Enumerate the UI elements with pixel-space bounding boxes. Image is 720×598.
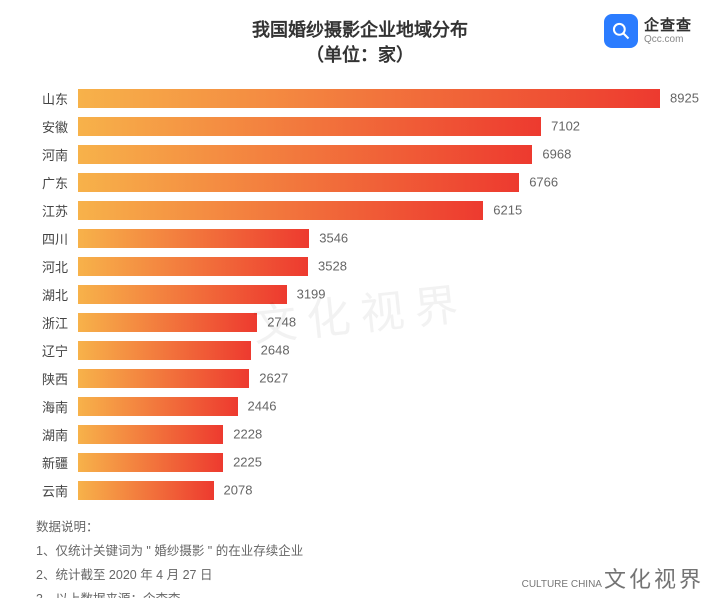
bar-row: 河南6968 bbox=[78, 140, 660, 168]
value-label: 2627 bbox=[249, 371, 288, 386]
value-label: 6215 bbox=[483, 203, 522, 218]
category-label: 广东 bbox=[30, 173, 78, 192]
value-label: 2446 bbox=[238, 399, 277, 414]
bar-row: 安徽7102 bbox=[78, 112, 660, 140]
category-label: 云南 bbox=[30, 481, 78, 500]
category-label: 海南 bbox=[30, 397, 78, 416]
bar bbox=[78, 173, 519, 192]
bar bbox=[78, 89, 660, 108]
bar bbox=[78, 425, 223, 444]
category-label: 浙江 bbox=[30, 313, 78, 332]
bar-row: 湖北3199 bbox=[78, 280, 660, 308]
bar bbox=[78, 397, 238, 416]
category-label: 江苏 bbox=[30, 201, 78, 220]
bar-row: 江苏6215 bbox=[78, 196, 660, 224]
chart-title: 我国婚纱摄影企业地域分布 （单位：家） bbox=[28, 18, 692, 68]
bar bbox=[78, 145, 532, 164]
bar-track: 2627 bbox=[78, 369, 660, 388]
bar bbox=[78, 117, 541, 136]
bar-row: 浙江2748 bbox=[78, 308, 660, 336]
category-label: 湖南 bbox=[30, 425, 78, 444]
category-label: 辽宁 bbox=[30, 341, 78, 360]
note-line: 1、仅统计关键词为 " 婚纱摄影 " 的在业存续企业 bbox=[36, 540, 720, 564]
header: 我国婚纱摄影企业地域分布 （单位：家） 企查查 Qcc.com bbox=[0, 0, 720, 76]
value-label: 2748 bbox=[257, 315, 296, 330]
bar-track: 6968 bbox=[78, 145, 660, 164]
category-label: 河南 bbox=[30, 145, 78, 164]
logo-text-en: Qcc.com bbox=[644, 35, 692, 45]
category-label: 河北 bbox=[30, 257, 78, 276]
bar bbox=[78, 481, 214, 500]
bar-row: 陕西2627 bbox=[78, 364, 660, 392]
note-line: 3、以上数据来源：企查查 bbox=[36, 588, 720, 598]
value-label: 3546 bbox=[309, 231, 348, 246]
note-line: 2、统计截至 2020 年 4 月 27 日 bbox=[36, 564, 720, 588]
value-label: 6766 bbox=[519, 175, 558, 190]
bar-row: 湖南2228 bbox=[78, 420, 660, 448]
bar-track: 2228 bbox=[78, 425, 660, 444]
value-label: 2225 bbox=[223, 455, 262, 470]
bar-track: 3528 bbox=[78, 257, 660, 276]
bar bbox=[78, 313, 257, 332]
category-label: 安徽 bbox=[30, 117, 78, 136]
bar bbox=[78, 453, 223, 472]
value-label: 2228 bbox=[223, 427, 262, 442]
value-label: 8925 bbox=[660, 91, 699, 106]
category-label: 山东 bbox=[30, 89, 78, 108]
bar-track: 6766 bbox=[78, 173, 660, 192]
category-label: 陕西 bbox=[30, 369, 78, 388]
logo-text-cn: 企查查 bbox=[644, 18, 692, 33]
bar-track: 2078 bbox=[78, 481, 660, 500]
bar-track: 2748 bbox=[78, 313, 660, 332]
bar-row: 广东6766 bbox=[78, 168, 660, 196]
bar-row: 海南2446 bbox=[78, 392, 660, 420]
bar-row: 山东8925 bbox=[78, 84, 660, 112]
bar-track: 8925 bbox=[78, 89, 660, 108]
value-label: 2648 bbox=[251, 343, 290, 358]
bar-row: 新疆2225 bbox=[78, 448, 660, 476]
notes-header: 数据说明： bbox=[36, 516, 720, 540]
bar-track: 7102 bbox=[78, 117, 660, 136]
value-label: 2078 bbox=[214, 483, 253, 498]
bar bbox=[78, 369, 249, 388]
category-label: 新疆 bbox=[30, 453, 78, 472]
category-label: 四川 bbox=[30, 229, 78, 248]
bar-chart: 山东8925安徽7102河南6968广东6766江苏6215四川3546河北35… bbox=[0, 76, 720, 504]
bar bbox=[78, 257, 308, 276]
value-label: 3199 bbox=[287, 287, 326, 302]
bar-row: 四川3546 bbox=[78, 224, 660, 252]
data-notes: 数据说明： 1、仅统计关键词为 " 婚纱摄影 " 的在业存续企业2、统计截至 2… bbox=[0, 504, 720, 598]
bar-row: 辽宁2648 bbox=[78, 336, 660, 364]
value-label: 7102 bbox=[541, 119, 580, 134]
bar-track: 2446 bbox=[78, 397, 660, 416]
bar-track: 3546 bbox=[78, 229, 660, 248]
bar bbox=[78, 341, 251, 360]
magnifier-icon bbox=[604, 14, 638, 48]
bar-row: 云南2078 bbox=[78, 476, 660, 504]
source-logo: 企查查 Qcc.com bbox=[604, 14, 692, 48]
bar bbox=[78, 285, 287, 304]
title-line-1: 我国婚纱摄影企业地域分布 bbox=[28, 18, 692, 43]
title-line-2: （单位：家） bbox=[28, 43, 692, 68]
bar-track: 2648 bbox=[78, 341, 660, 360]
bar bbox=[78, 229, 309, 248]
value-label: 6968 bbox=[532, 147, 571, 162]
bar-row: 河北3528 bbox=[78, 252, 660, 280]
bar-track: 6215 bbox=[78, 201, 660, 220]
value-label: 3528 bbox=[308, 259, 347, 274]
bar-track: 2225 bbox=[78, 453, 660, 472]
bar-track: 3199 bbox=[78, 285, 660, 304]
category-label: 湖北 bbox=[30, 285, 78, 304]
bar bbox=[78, 201, 483, 220]
